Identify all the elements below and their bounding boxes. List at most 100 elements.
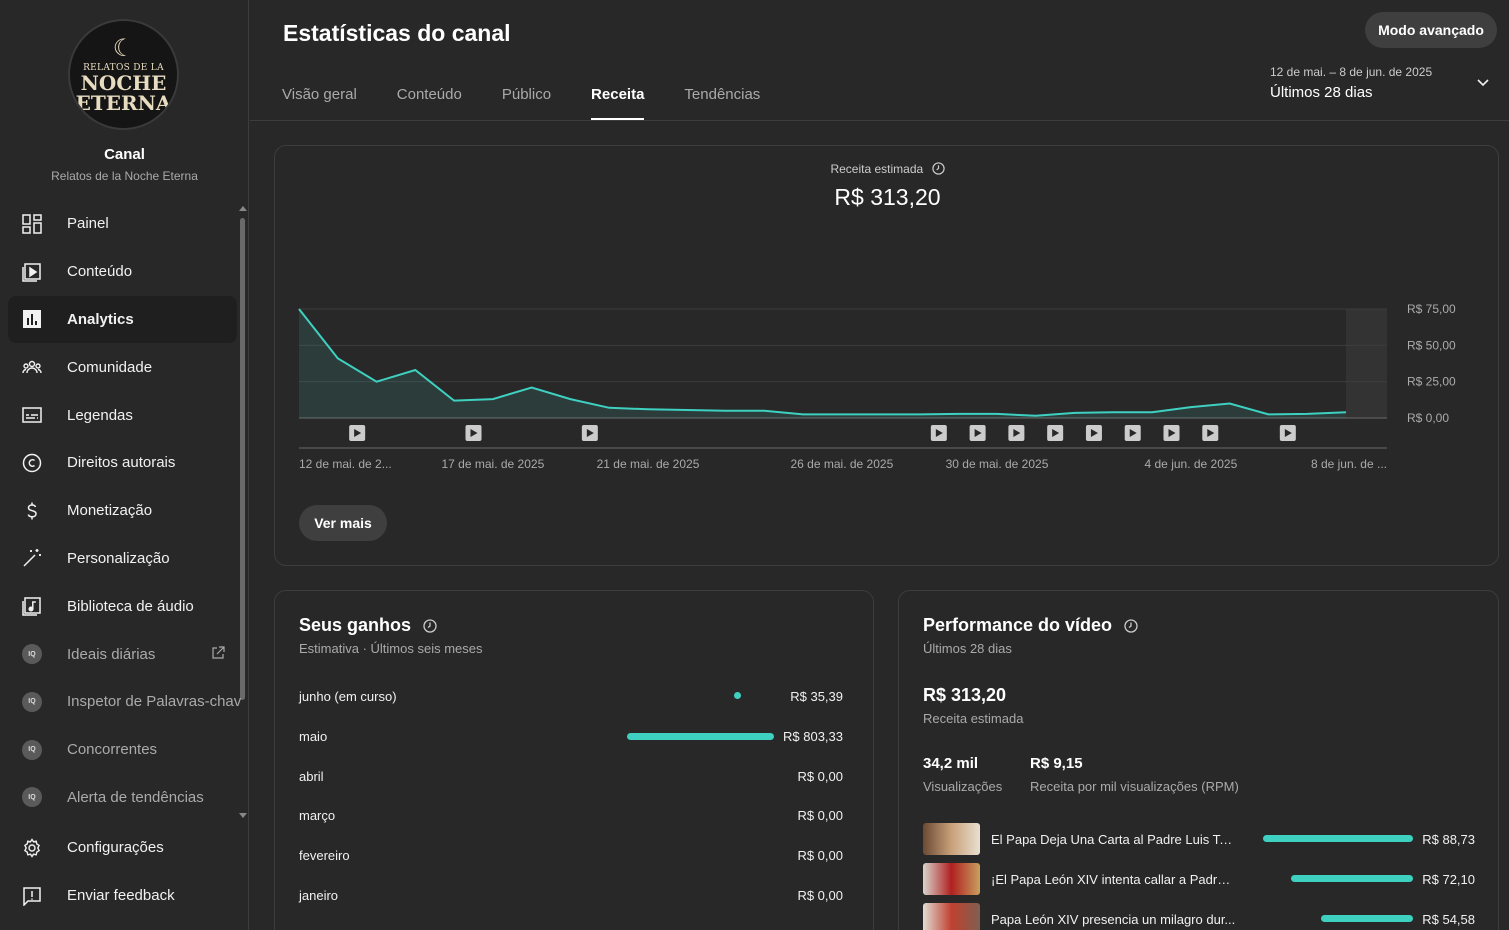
tab-conteudo[interactable]: Conteúdo xyxy=(396,86,462,103)
external-link-icon xyxy=(212,646,225,659)
sidebar-item-analytics[interactable]: Analytics xyxy=(8,295,237,344)
sidebar-item-comunidade[interactable]: Comunidade xyxy=(8,343,237,391)
tab-tendencias[interactable]: Tendências xyxy=(684,86,761,103)
clock-icon[interactable] xyxy=(931,162,945,175)
sidebar-item-label: Concorrentes xyxy=(67,741,158,759)
earnings-month: maio xyxy=(299,728,328,744)
video-revenue-value: R$ 72,10 xyxy=(1422,872,1475,887)
x-tick-label: 21 de mai. de 2025 xyxy=(597,457,700,471)
y-tick-label: R$ 0,00 xyxy=(1407,411,1449,425)
sidebar-item-configuracoes[interactable]: Configurações xyxy=(8,824,237,872)
video-thumbnail[interactable] xyxy=(923,903,980,930)
sidebar-item-biblioteca-audio[interactable]: Biblioteca de áudio xyxy=(8,582,237,630)
community-icon xyxy=(21,356,43,378)
earnings-bar xyxy=(627,732,774,740)
y-tick-label: R$ 50,00 xyxy=(1407,338,1456,352)
dollar-icon xyxy=(21,500,43,522)
video-thumbnail[interactable] xyxy=(923,863,980,895)
earnings-value: R$ 0,00 xyxy=(797,768,843,784)
channel-avatar[interactable]: ☾ RELATOS DE LA NOCHE ETERNA xyxy=(68,19,179,130)
sidebar-item-label: Alerta de tendências xyxy=(67,788,204,806)
performance-title-text: Performance do vídeo xyxy=(923,615,1113,635)
date-range-selector[interactable]: Últimos 28 dias xyxy=(1270,84,1373,101)
earnings-month: fevereiro xyxy=(299,848,350,864)
sidebar-bottom-nav: Configurações Enviar feedback xyxy=(8,824,237,920)
sidebar-item-label: Biblioteca de áudio xyxy=(67,597,194,615)
earnings-month: janeiro xyxy=(299,888,339,903)
earnings-value: R$ 0,00 xyxy=(797,808,843,824)
dashboard-icon xyxy=(21,213,43,235)
magic-wand-icon xyxy=(21,547,43,569)
sidebar-item-label: Personalização xyxy=(67,549,170,567)
video-row[interactable]: Papa León XIV presencia un milagro dur..… xyxy=(923,903,1475,930)
sidebar-item-legendas[interactable]: Legendas xyxy=(8,391,237,439)
clock-icon[interactable] xyxy=(423,618,437,633)
tab-publico[interactable]: Público xyxy=(501,86,552,103)
video-thumbnail[interactable] xyxy=(923,823,980,855)
earnings-row: abril R$ 0,00 xyxy=(299,769,843,789)
performance-title: Performance do vídeo xyxy=(923,615,1138,636)
views-value: 34,2 mil xyxy=(923,755,979,772)
revenue-chart-card: Receita estimada R$ 313,20 R$ 75,00 R$ 50… xyxy=(274,145,1499,566)
earnings-value: R$ 0,00 xyxy=(797,888,843,903)
feedback-icon xyxy=(21,885,43,907)
sidebar-item-label: Painel xyxy=(67,215,109,233)
earnings-row: fevereiro R$ 0,00 xyxy=(299,848,843,868)
video-revenue-value: R$ 54,58 xyxy=(1422,912,1475,927)
sidebar-item-feedback[interactable]: Enviar feedback xyxy=(8,872,237,920)
subtitles-icon xyxy=(21,404,43,426)
x-tick-label: 17 de mai. de 2025 xyxy=(442,457,545,471)
vidiq-icon: IQ xyxy=(21,691,43,713)
channel-title: Canal xyxy=(104,146,145,163)
sidebar-item-personalizacao[interactable]: Personalização xyxy=(8,535,237,583)
logo-line3: ETERNA xyxy=(75,91,172,115)
vidiq-icon: IQ xyxy=(21,786,43,808)
settings-icon xyxy=(21,837,43,859)
sidebar-item-alerta-tendencias[interactable]: IQ Alerta de tendências xyxy=(8,774,237,822)
sidebar-item-label: Conteúdo xyxy=(67,263,133,281)
play-icon xyxy=(470,429,478,437)
tab-receita[interactable]: Receita xyxy=(591,86,645,121)
earnings-month: março xyxy=(299,808,336,824)
sidebar-item-conteudo[interactable]: Conteúdo xyxy=(8,248,237,296)
sidebar: ☾ RELATOS DE LA NOCHE ETERNA Canal Relat… xyxy=(0,0,249,930)
tab-visao-geral[interactable]: Visão geral xyxy=(282,86,357,103)
chevron-down-icon[interactable] xyxy=(1476,78,1490,88)
sidebar-item-painel[interactable]: Painel xyxy=(8,200,237,248)
play-icon xyxy=(1168,429,1176,437)
play-icon xyxy=(1284,429,1292,437)
copyright-icon xyxy=(21,452,43,474)
rpm-value: R$ 9,15 xyxy=(1030,755,1083,772)
content-icon xyxy=(21,261,43,283)
video-title[interactable]: Papa León XIV presencia un milagro dur..… xyxy=(991,912,1236,927)
video-title[interactable]: El Papa Deja Una Carta al Padre Luis Tor… xyxy=(991,832,1236,847)
clock-icon[interactable] xyxy=(1124,618,1138,633)
analytics-icon xyxy=(21,308,43,330)
earnings-value: R$ 0,00 xyxy=(797,848,843,864)
scroll-down-arrow[interactable] xyxy=(239,813,247,818)
earnings-row: março R$ 0,00 xyxy=(299,808,843,828)
sidebar-item-monetizacao[interactable]: Monetização xyxy=(8,487,237,535)
video-row[interactable]: ¡El Papa León XIV intenta callar a Padre… xyxy=(923,863,1475,897)
sidebar-item-concorrentes[interactable]: IQ Concorrentes xyxy=(8,726,237,774)
vidiq-icon: IQ xyxy=(21,643,43,665)
earnings-value: R$ 803,33 xyxy=(783,728,843,744)
video-title[interactable]: ¡El Papa León XIV intenta callar a Padre… xyxy=(991,872,1236,887)
scroll-up-arrow[interactable] xyxy=(239,206,247,211)
sidebar-item-label: Legendas xyxy=(67,406,133,424)
play-icon xyxy=(354,429,362,437)
sidebar-item-inspetor-palavras[interactable]: IQ Inspetor de Palavras-chav xyxy=(8,678,241,726)
sidebar-nav: Painel Conteúdo Analytics Comunidade xyxy=(8,200,241,822)
video-revenue-bar xyxy=(1263,835,1413,842)
advanced-mode-button[interactable]: Modo avançado xyxy=(1365,12,1497,48)
video-row[interactable]: El Papa Deja Una Carta al Padre Luis Tor… xyxy=(923,823,1475,857)
moon-icon: ☾ xyxy=(112,34,135,62)
channel-name: Relatos de la Noche Eterna xyxy=(51,169,198,183)
sidebar-scrollbar[interactable] xyxy=(240,218,245,700)
sidebar-item-ideais-diarias[interactable]: IQ Ideais diárias xyxy=(8,630,237,678)
sidebar-item-direitos[interactable]: Direitos autorais xyxy=(8,439,237,487)
revenue-chart[interactable]: R$ 75,00 R$ 50,00 R$ 25,00 R$ 0,00 12 de mai… xyxy=(275,146,1500,486)
play-icon xyxy=(1013,429,1021,437)
play-icon xyxy=(1129,429,1137,437)
see-more-button[interactable]: Ver mais xyxy=(299,505,387,541)
